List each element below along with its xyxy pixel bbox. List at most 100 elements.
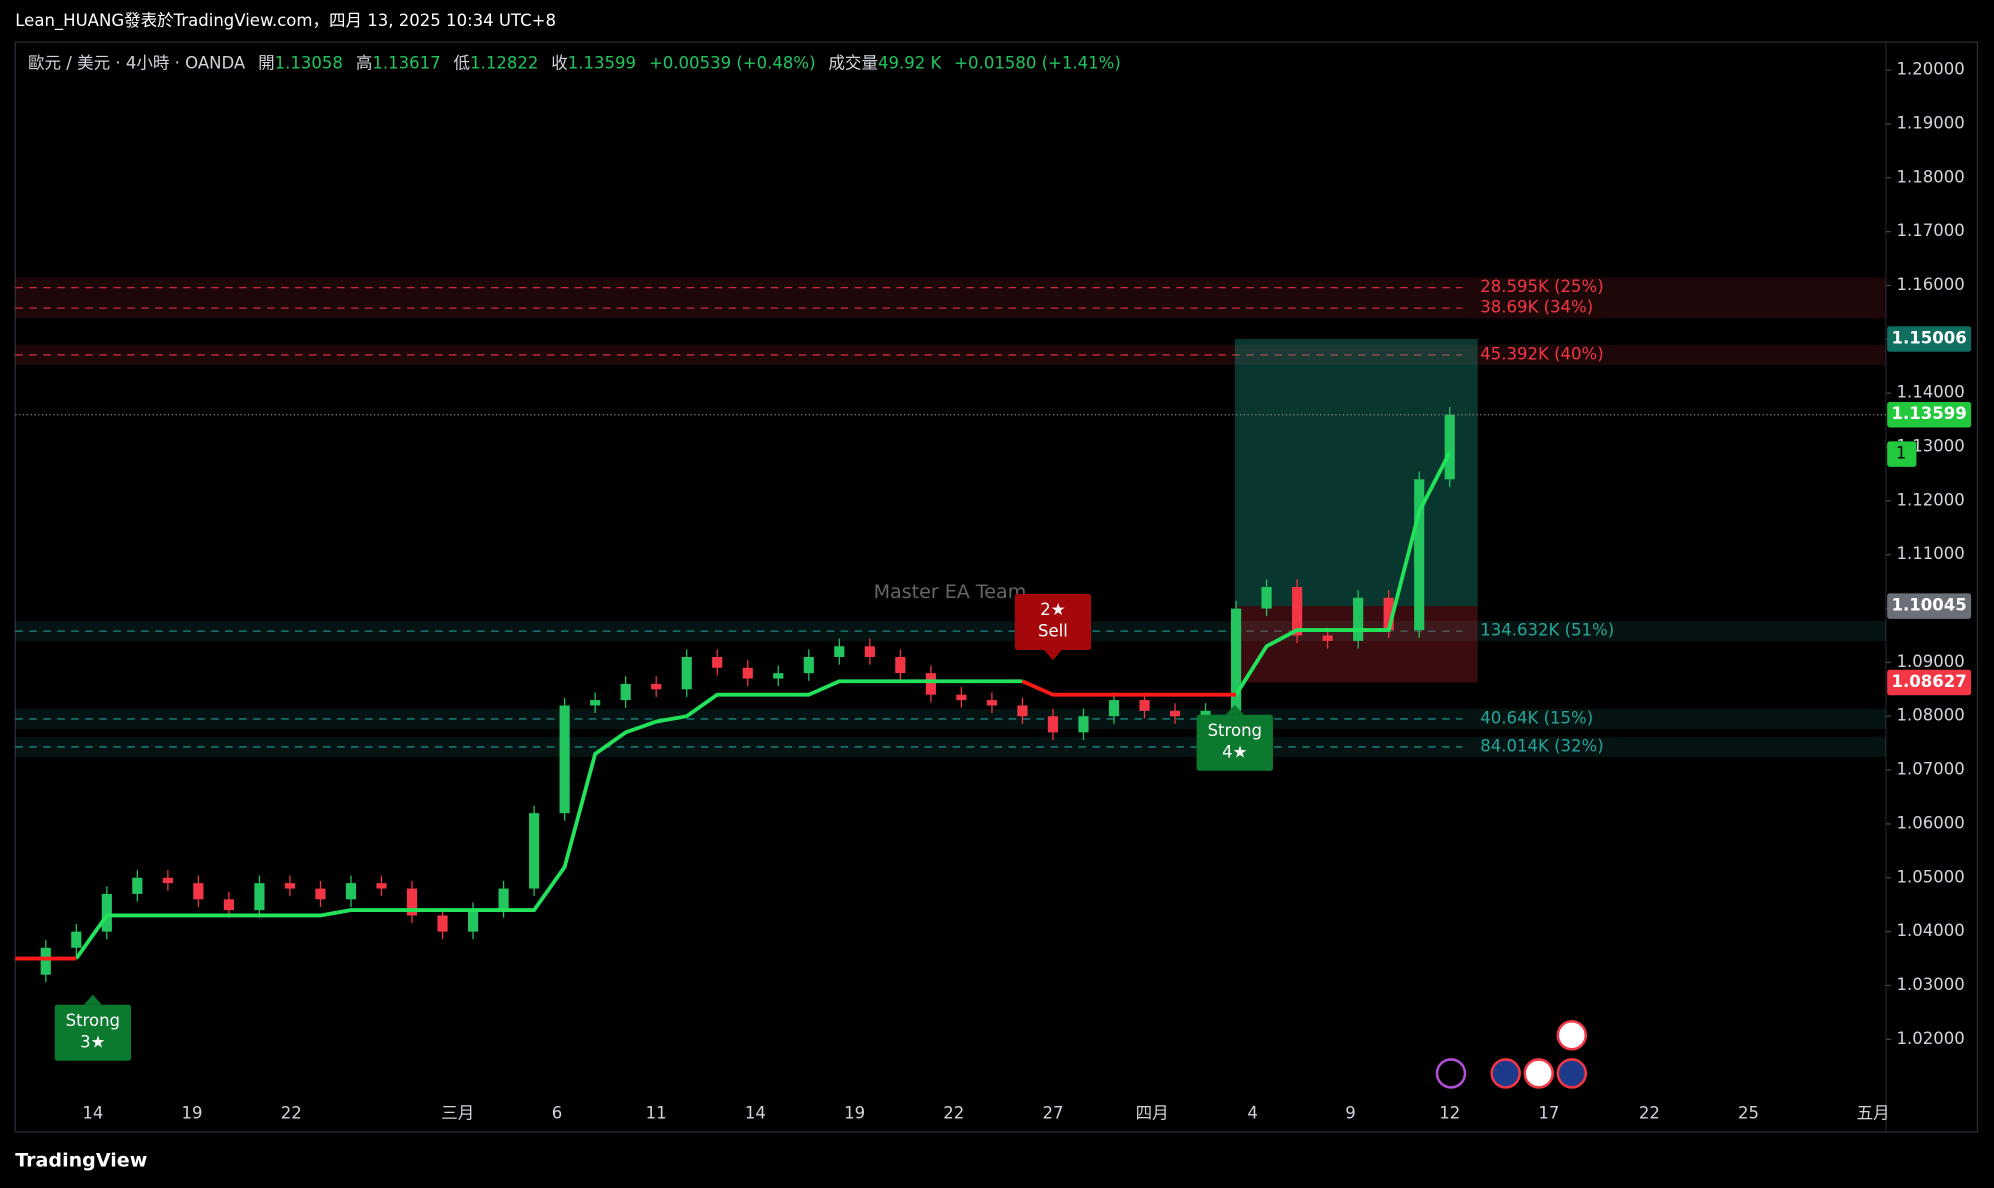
trail-line: [15, 679, 1237, 961]
y-tick-label: 1.08000: [1896, 706, 1964, 725]
level-label: 84.014K (32%): [1480, 736, 1603, 755]
candle-body: [1047, 716, 1059, 733]
candle-body: [925, 673, 936, 695]
candle-body: [1414, 479, 1425, 631]
legend-change: +0.01580 (+1.41%): [954, 53, 1121, 72]
y-tick-label: 1.12000: [1896, 490, 1964, 509]
signal-label: Strong: [1208, 721, 1262, 740]
legend-value: 49.92 K: [878, 53, 943, 72]
candle-body: [864, 646, 875, 658]
legend-value: 1.13599: [568, 53, 636, 72]
signal-label: 3★: [80, 1032, 105, 1051]
candle-body: [1353, 597, 1364, 641]
candle-body: [254, 883, 265, 911]
event-icon: [1523, 1058, 1554, 1089]
x-tick-label: 四月: [1136, 1104, 1169, 1123]
candle-body: [773, 673, 784, 679]
candle-body: [742, 667, 753, 679]
y-tick-label: 1.20000: [1896, 60, 1964, 79]
candle-body: [803, 657, 814, 674]
candle-body: [681, 657, 692, 690]
x-tick-label: 11: [646, 1104, 667, 1123]
price-badge: [1887, 402, 1972, 428]
candle-body: [1139, 700, 1150, 711]
y-tick-label: 1.11000: [1896, 544, 1964, 563]
x-tick-label: 17: [1538, 1104, 1559, 1123]
candle-body: [71, 931, 82, 948]
y-tick-label: 1.18000: [1896, 167, 1964, 186]
level-band: [15, 344, 1886, 366]
candle-body: [40, 947, 51, 975]
price-badge-label: 1.10045: [1892, 596, 1967, 615]
signal-arrow: [83, 994, 102, 1005]
extra-badge: [1887, 441, 1917, 467]
y-tick-label: 1.19000: [1896, 113, 1964, 132]
x-tick-label: 14: [745, 1104, 766, 1123]
signal-box: [54, 1004, 131, 1061]
level-band: [15, 736, 1886, 758]
candle-body: [1444, 414, 1455, 480]
candle-body: [284, 883, 296, 889]
candle-body: [1322, 635, 1333, 641]
price-badge: [1887, 326, 1972, 352]
price-badge: [1887, 593, 1972, 619]
candle-body: [986, 700, 997, 706]
y-tick-label: 1.04000: [1896, 921, 1964, 940]
trail-line: [74, 451, 1452, 960]
legend-value: 1.13617: [372, 53, 440, 72]
y-tick-label: 1.07000: [1896, 760, 1964, 779]
signal-box: [1014, 594, 1092, 650]
candle-body: [467, 910, 479, 932]
level-label: 134.632K (51%): [1480, 621, 1614, 640]
x-tick-label: 14: [82, 1104, 103, 1123]
candle-body: [437, 915, 448, 932]
legend-value: 1.13058: [275, 53, 343, 72]
event-icon: [1490, 1058, 1521, 1089]
x-tick-label: 五月: [1857, 1104, 1890, 1123]
candle-body: [1230, 608, 1242, 711]
candle-body: [1078, 716, 1089, 733]
level-band: [15, 297, 1886, 319]
candle-body: [223, 899, 234, 911]
candle-body: [345, 883, 357, 900]
candle-body: [590, 700, 601, 706]
watermark: Master EA Team: [874, 581, 1027, 603]
x-tick-label: 19: [182, 1104, 203, 1123]
x-tick-label: 4: [1247, 1104, 1258, 1123]
candle-body: [895, 657, 906, 674]
event-icon: [1556, 1058, 1588, 1089]
candle-body: [712, 657, 723, 668]
event-icon: [1556, 1020, 1588, 1051]
signal-arrow: [1044, 649, 1062, 661]
signal-label: Strong: [66, 1011, 120, 1030]
y-tick-label: 1.02000: [1896, 1029, 1964, 1048]
candle-body: [1292, 587, 1303, 636]
candle-body: [1200, 710, 1211, 717]
legend-line: 歐元 / 美元 · 4小時 · OANDA 開1.13058 高1.13617 …: [28, 53, 1121, 72]
x-tick-label: 22: [1639, 1104, 1660, 1123]
signal-box: [1196, 714, 1273, 771]
candle-body: [1017, 705, 1028, 717]
level-label: 28.595K (25%): [1480, 277, 1603, 296]
candle-body: [620, 683, 631, 701]
candle-body: [956, 694, 967, 701]
x-tick-label: 27: [1042, 1104, 1063, 1123]
x-tick-label: 19: [844, 1104, 865, 1123]
event-icons: [1435, 1020, 1588, 1089]
level-label: 38.69K (34%): [1480, 298, 1593, 317]
candle-body: [834, 646, 845, 658]
x-tick-label: 22: [943, 1104, 964, 1123]
legend-symbol: 歐元 / 美元 · 4小時 · OANDA: [28, 53, 246, 72]
signal-label: 4★: [1222, 742, 1247, 761]
candle-body: [162, 877, 173, 884]
candle-body: [101, 893, 112, 932]
y-tick-label: 1.16000: [1896, 275, 1964, 294]
legend-value: 1.12822: [470, 53, 538, 72]
candle-body: [559, 705, 570, 814]
x-tick-label: 9: [1345, 1104, 1356, 1123]
signal-label: 2★: [1040, 600, 1065, 619]
signal-arrow: [1225, 704, 1244, 715]
